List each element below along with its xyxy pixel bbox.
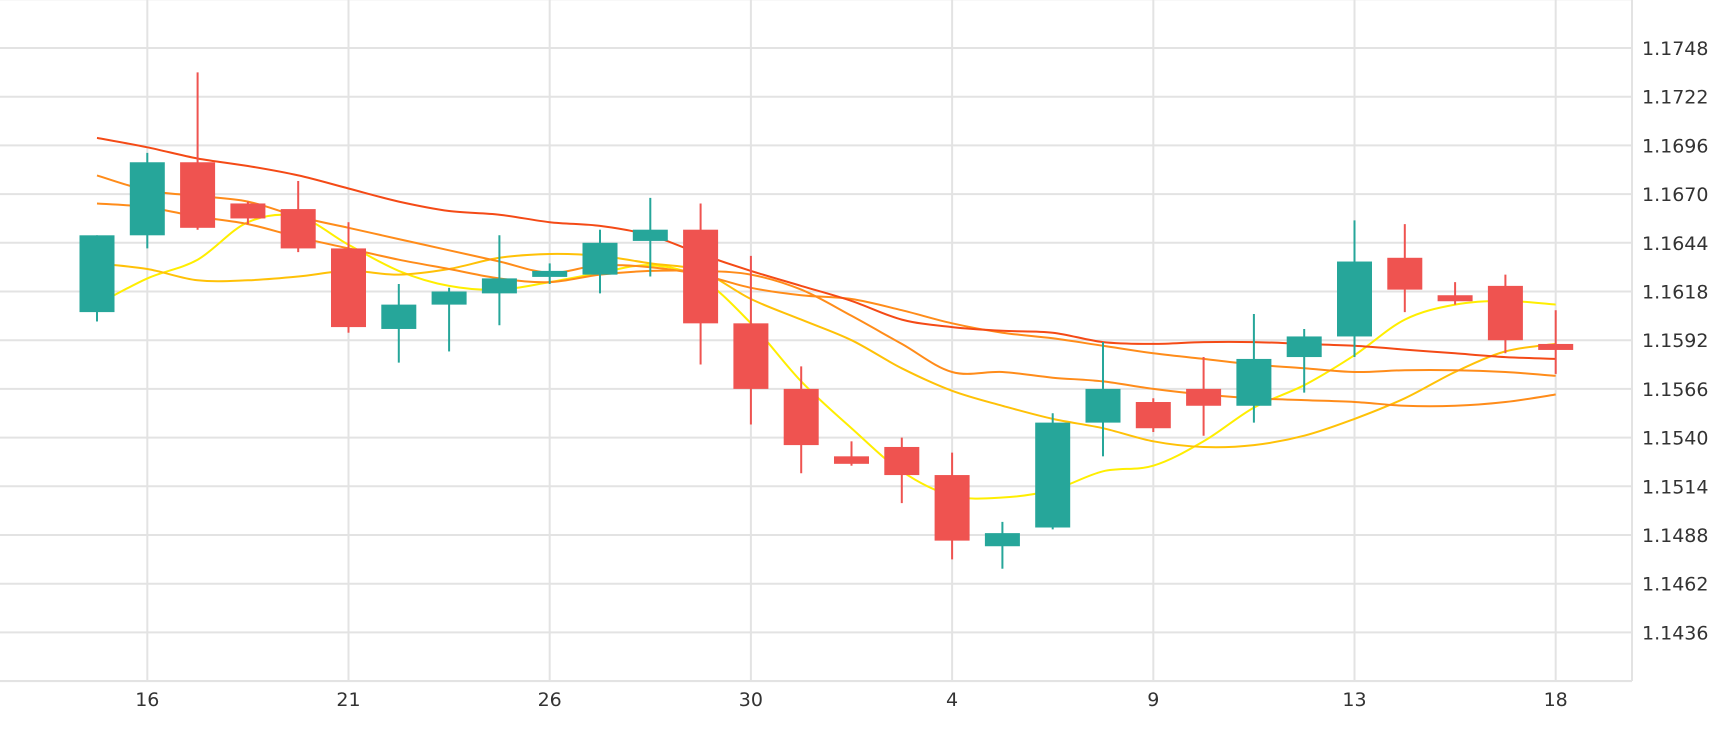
- candle-body: [532, 270, 568, 277]
- candle-down: [1186, 357, 1222, 436]
- price-axis: 1.1748 1.1722 1.1696 1.1670 1.1644 1.1618 1.15…: [1642, 38, 1708, 644]
- candle-down: [180, 72, 216, 230]
- candle-up: [129, 152, 165, 249]
- candle-body: [481, 278, 517, 294]
- candle-body: [1286, 336, 1322, 358]
- candle-body: [1186, 388, 1222, 406]
- moving-average-line-2: [96, 252, 1556, 449]
- y-tick-label: 1.1592: [1642, 330, 1708, 352]
- x-tick-label: 16: [135, 689, 159, 711]
- candle-body: [632, 229, 668, 241]
- candle-body: [683, 229, 719, 324]
- y-tick-label: 1.1462: [1642, 574, 1708, 596]
- candle-down: [1135, 398, 1171, 432]
- moving-average-line-3: [96, 202, 1556, 408]
- x-tick-label: 4: [946, 689, 958, 711]
- candle-up: [582, 229, 618, 294]
- candle-body: [1437, 295, 1473, 302]
- x-tick-label: 21: [336, 689, 360, 711]
- candle-up: [532, 263, 568, 285]
- candle-up: [1085, 342, 1121, 457]
- candle-down: [683, 203, 719, 365]
- candle-body: [1538, 343, 1574, 350]
- candle-body: [884, 446, 920, 476]
- x-tick-label: 26: [538, 689, 562, 711]
- candle-body: [1135, 402, 1171, 429]
- y-tick-label: 1.1748: [1642, 38, 1708, 60]
- candle-body: [431, 291, 467, 305]
- y-tick-label: 1.1514: [1642, 476, 1708, 498]
- y-tick-label: 1.1488: [1642, 525, 1708, 547]
- candle-down: [884, 437, 920, 504]
- y-tick-label: 1.1618: [1642, 282, 1708, 304]
- x-tick-label: 9: [1147, 689, 1159, 711]
- candle-down: [1387, 224, 1423, 313]
- candle-up: [1337, 220, 1372, 358]
- candle-body: [1085, 388, 1121, 423]
- candle-down: [834, 441, 869, 466]
- candle-down: [1538, 310, 1574, 374]
- moving-average-line-1: [96, 213, 1556, 500]
- candle-body: [381, 304, 417, 329]
- candle-body: [79, 235, 115, 313]
- candle-down: [934, 452, 970, 560]
- grid: [0, 0, 1633, 683]
- x-tick-label: 13: [1342, 689, 1366, 711]
- y-tick-label: 1.1644: [1642, 233, 1708, 255]
- moving-average-line-5: [96, 136, 1556, 360]
- candle-down: [783, 366, 819, 474]
- candle-body: [834, 456, 869, 464]
- y-tick-label: 1.1540: [1642, 428, 1708, 450]
- candle-body: [1487, 285, 1523, 341]
- candle-body: [1236, 358, 1272, 406]
- candle-up: [1236, 313, 1272, 423]
- candle-body: [1337, 261, 1372, 337]
- candle-body: [934, 475, 970, 541]
- moving-average-line-4: [96, 174, 1556, 377]
- candle-up: [1035, 413, 1071, 530]
- x-tick-label: 18: [1544, 689, 1568, 711]
- y-tick-label: 1.1722: [1642, 87, 1708, 109]
- candle-down: [733, 255, 769, 425]
- candle-body: [582, 242, 618, 275]
- candle-down: [230, 201, 266, 225]
- candle-body: [1387, 257, 1423, 290]
- candle-down: [331, 222, 366, 333]
- date-axis: 16 21 26 30 4 9 13 18: [135, 689, 1568, 711]
- candle-body: [230, 203, 266, 219]
- candle-up: [381, 284, 417, 363]
- candle-body: [733, 323, 769, 389]
- candle-down: [1437, 282, 1473, 305]
- candle-body: [783, 388, 819, 446]
- candle-body: [129, 162, 165, 236]
- candle-down: [280, 180, 316, 253]
- moving-average-lines: [96, 136, 1556, 500]
- y-tick-label: 1.1696: [1642, 135, 1708, 157]
- candle-body: [1035, 422, 1071, 528]
- candle-down: [1487, 274, 1523, 354]
- candle-up: [79, 235, 115, 322]
- y-tick-label: 1.1670: [1642, 184, 1708, 206]
- candle-body: [984, 533, 1020, 547]
- candle-body: [280, 209, 316, 249]
- candle-body: [331, 248, 366, 328]
- y-tick-label: 1.1566: [1642, 379, 1708, 401]
- candle-up: [984, 521, 1020, 569]
- candle-body: [180, 162, 216, 228]
- candles: [79, 72, 1574, 569]
- candle-up: [481, 235, 517, 326]
- y-tick-label: 1.1436: [1642, 622, 1708, 644]
- candle-up: [1286, 328, 1322, 393]
- x-tick-label: 30: [739, 689, 763, 711]
- candle-up: [632, 197, 668, 277]
- candle-up: [431, 287, 467, 352]
